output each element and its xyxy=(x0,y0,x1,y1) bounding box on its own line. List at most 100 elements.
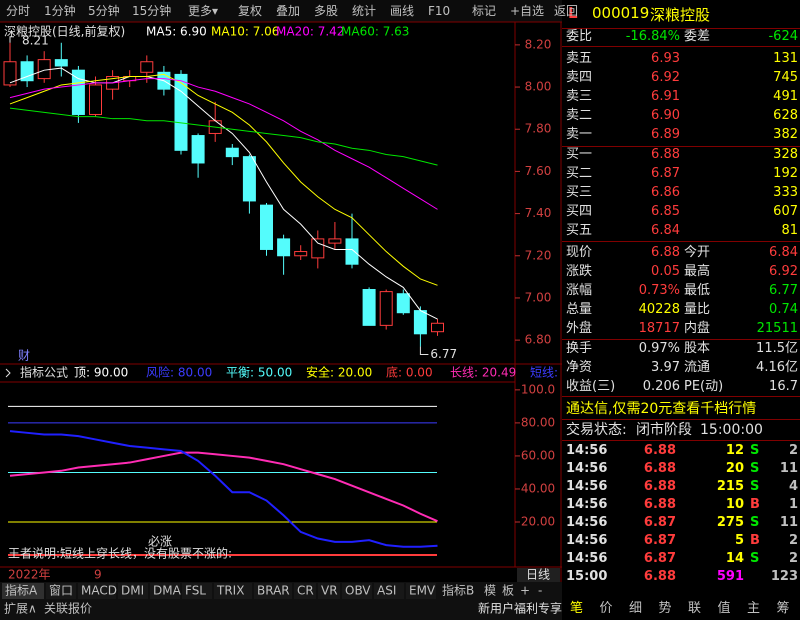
book-label: 卖三 xyxy=(566,89,593,104)
tab[interactable]: ASI xyxy=(377,584,396,598)
quote-label: 换手 xyxy=(566,341,593,356)
quote-value: 0.206 xyxy=(642,379,680,394)
book-volume: 628 xyxy=(773,108,798,123)
tab-bg[interactable] xyxy=(254,583,292,599)
tab[interactable]: 指标A xyxy=(5,583,38,598)
tab[interactable]: TRIX xyxy=(216,584,244,598)
quote-value: 11.5亿 xyxy=(756,341,798,356)
panel-tab[interactable]: 细 xyxy=(629,601,643,616)
tab-bg[interactable] xyxy=(2,583,44,599)
panel-tab[interactable]: 筹 xyxy=(776,601,790,616)
quote-value: 0.74 xyxy=(769,302,798,317)
quote-value: 16.7 xyxy=(769,379,798,394)
trade-side: S xyxy=(750,515,760,530)
trade-price: 6.88 xyxy=(643,497,676,512)
tab-bg[interactable] xyxy=(150,583,180,599)
period-label: 日线 xyxy=(526,568,550,582)
tab-bg[interactable] xyxy=(374,583,404,599)
toolbar-button[interactable]: +自选 xyxy=(510,4,545,18)
quote-value: -16.84% xyxy=(625,29,680,44)
footer-button[interactable]: 关联报价 xyxy=(44,601,92,616)
tab[interactable]: 板 xyxy=(502,584,514,598)
panel-tab[interactable]: 价 xyxy=(599,601,613,616)
trade-count: 2 xyxy=(788,551,798,566)
tab[interactable]: BRAR xyxy=(257,584,290,598)
toolbar-bg xyxy=(0,0,562,22)
tab-bg[interactable] xyxy=(46,583,76,599)
candle-body xyxy=(54,59,68,67)
tab-bg[interactable] xyxy=(78,583,116,599)
quote-label: 委比 xyxy=(566,29,593,44)
tab[interactable]: + xyxy=(520,584,530,598)
tab[interactable]: CR xyxy=(297,584,314,598)
y-tick-label: 7.00 xyxy=(525,290,552,304)
footer-button[interactable]: 扩展∧ xyxy=(4,602,37,616)
toolbar-button[interactable]: 返回 xyxy=(554,4,579,18)
panel-tab[interactable]: 主 xyxy=(747,601,761,616)
y-tick-label: 7.60 xyxy=(525,164,552,178)
tab[interactable]: DMA xyxy=(153,584,182,598)
trade-side: S xyxy=(750,551,760,566)
toolbar-button[interactable]: 分时 xyxy=(6,4,31,18)
toolbar-button[interactable]: 标记 xyxy=(472,4,497,18)
tab[interactable]: FSL xyxy=(185,584,206,598)
trade-time: 14:56 xyxy=(566,479,608,494)
book-volume: 81 xyxy=(781,223,798,238)
tab[interactable]: - xyxy=(538,584,542,598)
trade-time: 14:56 xyxy=(566,515,608,530)
toolbar-button[interactable]: 复权 xyxy=(238,4,263,18)
tab[interactable]: DMI xyxy=(121,584,144,598)
book-label: 买三 xyxy=(566,185,593,200)
tab[interactable]: OBV xyxy=(345,584,371,598)
tab[interactable]: EMV xyxy=(409,584,436,598)
promo-banner[interactable]: 通达信,仅需20元查看千档行情 xyxy=(566,401,757,417)
promo[interactable]: 新用户福利专享 xyxy=(478,601,562,616)
quote-value: 3.97 xyxy=(651,360,680,375)
tab[interactable]: VR xyxy=(321,584,338,598)
tab[interactable]: 指标B xyxy=(442,583,474,598)
tab[interactable]: 窗口 xyxy=(49,584,73,598)
trade-volume: 215 xyxy=(716,479,744,494)
toolbar-button[interactable]: 15分钟 xyxy=(132,4,172,18)
toolbar-button[interactable]: 1分钟 xyxy=(44,4,76,18)
tab-bg[interactable] xyxy=(406,583,436,599)
book-label: 卖五 xyxy=(566,51,593,66)
tab-bg[interactable] xyxy=(118,583,148,599)
toolbar-button[interactable]: 画线 xyxy=(390,4,415,18)
book-label: 卖二 xyxy=(566,108,593,123)
tab[interactable]: 模 xyxy=(484,584,496,598)
toolbar-button[interactable]: 多股 xyxy=(314,4,339,18)
tab-bg[interactable] xyxy=(214,583,252,599)
toolbar-button[interactable]: 叠加 xyxy=(276,4,301,18)
quote-label: 总量 xyxy=(566,302,593,317)
toolbar-button[interactable]: 统计 xyxy=(352,4,377,18)
panel-tab[interactable]: 联 xyxy=(688,601,702,616)
tab-bg[interactable] xyxy=(342,583,372,599)
period-box xyxy=(517,568,560,582)
arrow xyxy=(5,368,11,378)
tab[interactable]: MACD xyxy=(81,584,117,598)
panel-tab[interactable]: 值 xyxy=(717,601,731,616)
candle-body xyxy=(311,238,325,259)
trade-volume: 10 xyxy=(725,497,744,512)
candle-body xyxy=(191,135,205,164)
tab-bg[interactable] xyxy=(318,583,340,599)
book-volume: 328 xyxy=(773,147,798,162)
tab-bg[interactable] xyxy=(294,583,316,599)
toolbar-button[interactable]: F10 xyxy=(428,4,451,18)
trade-time: 14:56 xyxy=(566,443,608,458)
toolbar-button[interactable]: 更多▾ xyxy=(188,4,219,18)
panel-tab[interactable]: 势 xyxy=(658,601,672,616)
toolbar-button[interactable]: 5分钟 xyxy=(88,4,120,18)
indicator-value: 顶: 90.00 xyxy=(74,366,128,380)
trade-price: 6.87 xyxy=(643,515,676,530)
trade-volume: 12 xyxy=(725,443,744,458)
trade-count: 11 xyxy=(779,515,798,530)
candle-body xyxy=(413,310,427,335)
panel-tab[interactable]: 笔 xyxy=(570,601,584,616)
separator xyxy=(562,396,800,397)
quote-label: 最低 xyxy=(684,283,711,298)
tab-bg[interactable] xyxy=(182,583,212,599)
